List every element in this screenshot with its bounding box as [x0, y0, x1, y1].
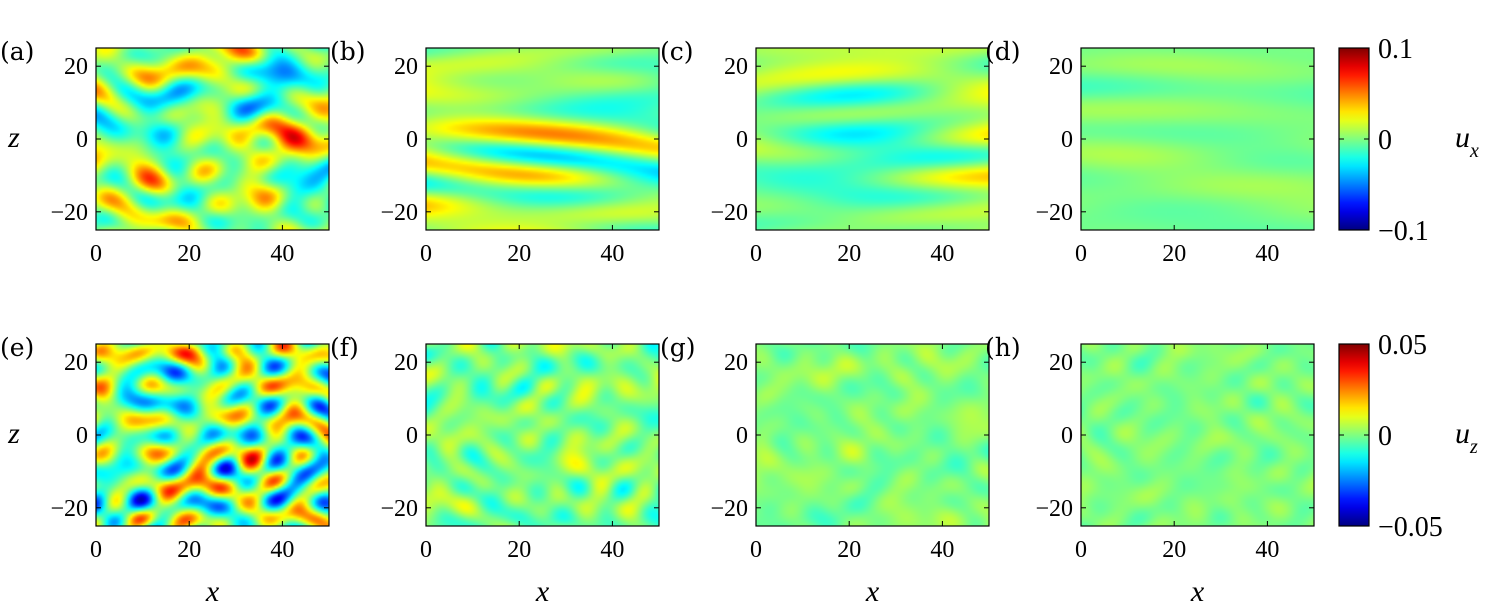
- x-tick-label: 20: [177, 241, 201, 267]
- x-tick-label: 40: [930, 537, 954, 563]
- y-tick-label: −20: [380, 496, 418, 522]
- y-tick-label: 0: [1061, 127, 1073, 153]
- x-tick-label: 20: [507, 537, 531, 563]
- panel-label: (b): [330, 37, 366, 66]
- x-axis-label: x: [205, 575, 220, 608]
- heatmap-image: [756, 344, 989, 526]
- x-axis-label: x: [865, 575, 880, 608]
- x-tick-label: 0: [1075, 537, 1087, 563]
- colorbar-tick-label: 0.1: [1378, 34, 1413, 65]
- y-tick-label: 20: [1049, 54, 1073, 80]
- y-tick-label: 0: [406, 127, 418, 153]
- heatmap-image: [1081, 344, 1314, 526]
- colorbar-label-main: u: [1455, 417, 1470, 450]
- panel-label: (c): [660, 37, 694, 66]
- x-tick-label: 20: [177, 537, 201, 563]
- colorbar-tick-label: 0: [1378, 421, 1392, 452]
- colorbar-x: 0.1 0 −0.1 ux: [1338, 34, 1479, 247]
- colorbar-z: 0.05 0 −0.05 uz: [1338, 330, 1478, 543]
- y-tick-label: −20: [1035, 200, 1073, 226]
- y-tick-label: 0: [76, 423, 88, 449]
- y-tick-label: 0: [736, 423, 748, 449]
- colorbar-label-sub: z: [1469, 436, 1478, 458]
- heatmap-image: [1081, 48, 1314, 230]
- x-tick-label: 20: [1162, 241, 1186, 267]
- x-tick-label: 20: [507, 241, 531, 267]
- y-tick-label: −20: [710, 496, 748, 522]
- x-tick-label: 20: [837, 537, 861, 563]
- y-tick-label: −20: [710, 200, 748, 226]
- x-tick-label: 40: [1255, 241, 1279, 267]
- x-tick-label: 0: [1075, 241, 1087, 267]
- x-axis-label: x: [1190, 575, 1205, 608]
- x-tick-label: 40: [600, 537, 624, 563]
- heatmap-image: [426, 344, 659, 526]
- y-tick-label: 20: [394, 350, 418, 376]
- y-tick-label: 20: [394, 54, 418, 80]
- x-tick-label: 0: [420, 241, 432, 267]
- colorbar-tick-label: 0: [1378, 125, 1392, 156]
- heatmap-image: [96, 48, 329, 230]
- x-tick-label: 40: [1255, 537, 1279, 563]
- colorbar-tick-label: −0.1: [1378, 216, 1429, 247]
- heatmap-image: [96, 344, 329, 526]
- y-tick-label: 0: [406, 423, 418, 449]
- x-tick-label: 40: [270, 537, 294, 563]
- x-tick-label: 40: [270, 241, 294, 267]
- colorbar-label: ux: [1455, 121, 1479, 162]
- y-axis-label: z: [7, 121, 20, 154]
- x-tick-label: 0: [420, 537, 432, 563]
- x-tick-label: 20: [1162, 537, 1186, 563]
- y-tick-label: 0: [76, 127, 88, 153]
- x-tick-label: 0: [750, 241, 762, 267]
- panel-label: (f): [330, 333, 359, 362]
- y-tick-label: 20: [64, 54, 88, 80]
- panel-label: (a): [0, 37, 34, 66]
- y-tick-label: 0: [736, 127, 748, 153]
- panel-label: (g): [660, 333, 696, 362]
- x-tick-label: 0: [750, 537, 762, 563]
- colorbar-label: uz: [1455, 417, 1478, 458]
- y-tick-label: 0: [1061, 423, 1073, 449]
- y-tick-label: −20: [50, 496, 88, 522]
- y-tick-label: 20: [724, 54, 748, 80]
- x-axis-label: x: [535, 575, 550, 608]
- colorbar-label-sub: x: [1469, 140, 1479, 162]
- y-tick-label: −20: [380, 200, 418, 226]
- y-tick-label: 20: [64, 350, 88, 376]
- panel-label: (d): [985, 37, 1021, 66]
- heatmap-image: [756, 48, 989, 230]
- y-tick-label: 20: [1049, 350, 1073, 376]
- y-tick-label: −20: [50, 200, 88, 226]
- colorbar-tick-label: 0.05: [1378, 330, 1427, 361]
- panel-label: (e): [0, 333, 34, 362]
- heatmap-image: [426, 48, 659, 230]
- y-tick-label: −20: [1035, 496, 1073, 522]
- colorbar-label-main: u: [1455, 121, 1470, 154]
- x-tick-label: 0: [90, 537, 102, 563]
- panel-label: (h): [985, 333, 1021, 362]
- x-tick-label: 40: [600, 241, 624, 267]
- y-axis-label: z: [7, 417, 20, 450]
- y-tick-label: 20: [724, 350, 748, 376]
- x-tick-label: 0: [90, 241, 102, 267]
- x-tick-label: 40: [930, 241, 954, 267]
- x-tick-label: 20: [837, 241, 861, 267]
- colorbar-tick-label: −0.05: [1378, 512, 1443, 543]
